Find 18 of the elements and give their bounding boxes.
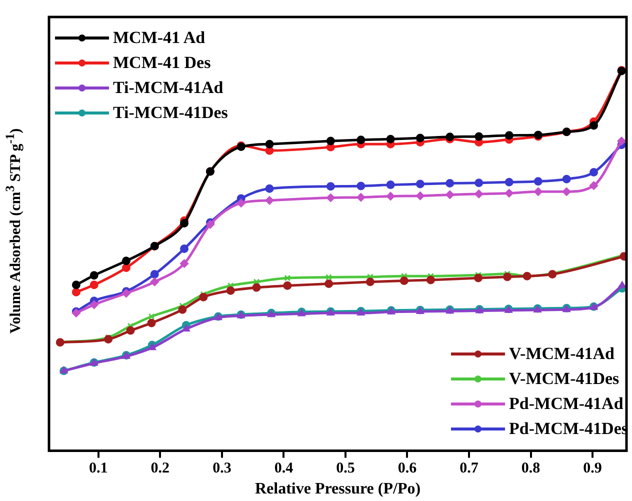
legend-label: Ti-MCM-41Ad	[113, 77, 224, 99]
x-tick-label: 0.5	[336, 460, 355, 477]
x-tick-label: 0.8	[521, 460, 540, 477]
x-tick-label: 0.4	[274, 460, 294, 477]
x-tick-label: 0.9	[583, 460, 602, 477]
x-tick-label: 0.1	[89, 460, 108, 477]
legend-label: V-MCM-41Ad	[509, 343, 614, 365]
x-tick-label: 0.2	[150, 460, 170, 477]
legend-label: MCM-41 Ad	[113, 27, 206, 49]
x-tick-label: 0.6	[398, 460, 418, 477]
legend-label: Pd-MCM-41Ad	[509, 393, 624, 415]
legend-label: Ti-MCM-41Des	[113, 102, 228, 124]
x-tick-label: 0.3	[212, 460, 232, 477]
x-axis-title: Relative Pressure (P/Po)	[254, 480, 421, 498]
legend-label: Pd-MCM-41Des	[509, 418, 628, 440]
x-tick-label: 0.7	[460, 460, 479, 477]
legend-label: MCM-41 Des	[113, 52, 211, 74]
legend-label: V-MCM-41Des	[509, 368, 620, 390]
